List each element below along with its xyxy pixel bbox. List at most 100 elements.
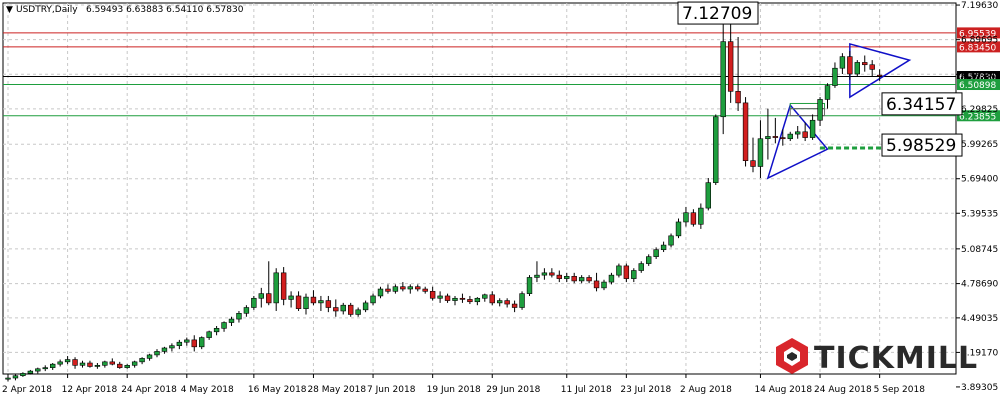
candle (236, 310, 242, 323)
candle (295, 291, 302, 311)
candle (57, 359, 63, 367)
candle (571, 272, 577, 284)
candle (623, 263, 630, 283)
bull-candle-body (362, 302, 369, 311)
bull-candle-body (243, 307, 250, 314)
bull-candle-body (496, 300, 503, 304)
bear-candle-body (847, 56, 853, 75)
candle (854, 60, 861, 77)
x-tick-label: 2 Apr 2018 (2, 385, 52, 395)
candle (802, 122, 808, 142)
candle (631, 268, 637, 283)
candle (333, 299, 339, 317)
y-tick-label: 3.89305 (961, 383, 998, 393)
y-tick-label: 5.39535 (961, 209, 998, 219)
candle (362, 300, 369, 313)
price-callouts: 7.12709 6.34157 5.98529 (677, 1, 963, 157)
level-badge (957, 79, 1000, 91)
candle (206, 330, 212, 340)
bull-candle-body (131, 361, 138, 366)
candle (876, 69, 883, 81)
candle (385, 284, 391, 294)
bull-candle-body (474, 297, 481, 303)
candles (5, 12, 883, 382)
bull-candle-body (288, 295, 294, 300)
bear-candle-body (191, 339, 197, 348)
candle (184, 337, 190, 346)
level-badge (957, 70, 1000, 82)
candle (49, 363, 56, 370)
candle (496, 298, 503, 307)
price-callout: 5.98529 (881, 133, 963, 157)
y-axis: 7.19630 6.89695 6.59760 6.29825 5.99265 5.694… (956, 1, 998, 393)
candle (199, 336, 205, 350)
bear-candle-body (727, 41, 734, 92)
bull-candle-body (608, 274, 615, 283)
bull-candle-body (176, 341, 183, 346)
candle (690, 209, 697, 227)
y-tick-label: 6.59760 (961, 70, 998, 80)
bull-candle-body (57, 361, 63, 365)
candle (735, 36, 741, 111)
bull-candle-body (340, 304, 346, 312)
bear-candle-body (571, 276, 577, 282)
candle (370, 293, 376, 306)
bull-candle-body (199, 337, 205, 348)
price-callout-box (881, 92, 963, 116)
candle (288, 291, 294, 308)
logo-text: TICKMILL (814, 341, 978, 376)
x-tick-label: 5 Sep 2018 (874, 385, 926, 395)
candle (191, 335, 197, 352)
bull-candle-body (64, 359, 71, 363)
x-tick-label: 24 Aug 2018 (814, 385, 872, 395)
x-tick-label: 14 Aug 2018 (754, 385, 812, 395)
bull-candle-body (258, 293, 264, 299)
header-ohlc: 6.59493 6.63883 6.54110 6.57830 (86, 5, 244, 15)
candle (310, 290, 317, 306)
candle (593, 272, 600, 292)
x-tick-label: 11 Jul 2018 (561, 385, 612, 395)
bear-candle-body (511, 303, 518, 308)
candle (347, 302, 354, 317)
candle (20, 372, 26, 377)
candle (377, 286, 384, 299)
price-callout-label: 7.12709 (682, 4, 752, 24)
candle (422, 286, 428, 294)
candle (161, 346, 168, 354)
candle (720, 12, 726, 135)
candle (243, 305, 250, 317)
candle (102, 360, 108, 368)
bull-candle-body (526, 277, 533, 294)
bull-candle-body (809, 119, 816, 138)
bear-candle-body (690, 212, 697, 225)
bull-candle-body (318, 300, 324, 304)
candle (146, 353, 153, 361)
y-tick-label: 5.99265 (961, 140, 998, 150)
bull-candle-body (102, 361, 108, 366)
bear-candle-body (772, 136, 779, 138)
bull-candle-body (154, 351, 160, 356)
candle (869, 60, 875, 77)
level-badge-label: 6.23855 (959, 112, 996, 122)
candle (727, 13, 734, 103)
bull-candle-body (437, 295, 443, 299)
bear-candle-body (504, 300, 510, 305)
candle (303, 293, 309, 315)
candle (221, 321, 227, 332)
candle (638, 261, 644, 273)
bear-candle-body (556, 274, 563, 279)
candle (429, 286, 436, 301)
bull-candle-body (169, 345, 175, 349)
price-callout-box (677, 1, 759, 25)
bear-candle-body (72, 359, 78, 366)
candle (459, 293, 466, 303)
price-callout: 6.34157 (881, 92, 963, 116)
candle (757, 120, 764, 179)
candle (809, 114, 816, 140)
candle (482, 293, 488, 302)
bull-candle-body (184, 339, 190, 343)
candle (273, 268, 279, 311)
bull-candle-body (675, 221, 682, 237)
